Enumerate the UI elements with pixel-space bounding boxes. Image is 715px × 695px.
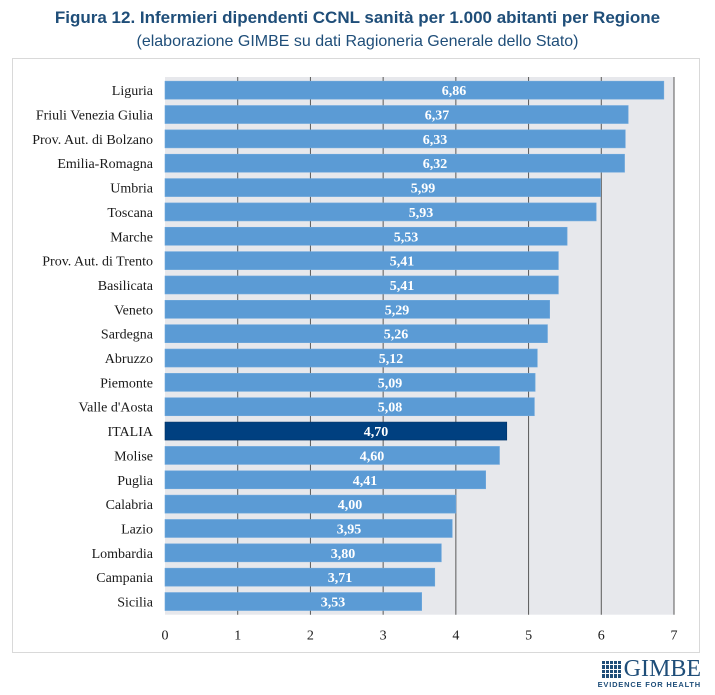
data-label: 5,12 xyxy=(379,352,404,367)
logo-name: GIMBE xyxy=(623,656,701,682)
bar-marche xyxy=(164,226,568,246)
data-label: 5,93 xyxy=(409,206,434,221)
category-label: Liguria xyxy=(112,84,154,99)
x-tick-label: 1 xyxy=(234,629,241,644)
category-label: Marche xyxy=(110,230,153,245)
data-label: 5,99 xyxy=(411,182,436,197)
category-label: Veneto xyxy=(114,303,153,318)
category-label: ITALIA xyxy=(107,425,153,440)
data-label: 5,29 xyxy=(385,303,410,318)
gimbe-logo: GIMBE EVIDENCE FOR HEALTH xyxy=(597,656,701,689)
category-label: Molise xyxy=(114,449,153,464)
chart-frame xyxy=(12,58,700,653)
category-label: Lazio xyxy=(121,522,153,537)
data-label: 5,09 xyxy=(378,376,403,391)
category-label: Valle d'Aosta xyxy=(79,401,154,416)
bar-sicilia xyxy=(164,592,422,611)
bar-abruzzo xyxy=(164,348,538,368)
chart-subtitle: (elaborazione GIMBE su dati Ragioneria G… xyxy=(136,33,579,50)
bar-lazio xyxy=(164,519,453,538)
category-label: Emilia-Romagna xyxy=(57,157,153,172)
data-label: 6,32 xyxy=(423,157,448,172)
data-label: 5,26 xyxy=(384,328,409,343)
bar-emilia-romagna xyxy=(164,153,625,173)
x-tick-label: 4 xyxy=(452,629,459,644)
category-label: Abruzzo xyxy=(105,352,153,367)
category-label: Basilicata xyxy=(98,279,154,294)
x-tick-label: 7 xyxy=(671,629,678,644)
bar-prov-aut-di-bolzano xyxy=(164,129,626,149)
x-tick-label: 3 xyxy=(380,629,387,644)
category-label: Sardegna xyxy=(101,328,154,343)
data-label: 4,41 xyxy=(353,474,378,489)
data-label: 3,53 xyxy=(321,596,346,611)
bar-campania xyxy=(164,567,436,587)
bar-veneto xyxy=(164,300,550,319)
data-label: 5,41 xyxy=(390,279,415,294)
x-tick-label: 5 xyxy=(525,629,532,644)
x-tick-label: 0 xyxy=(162,629,169,644)
data-label: 4,00 xyxy=(338,498,363,513)
data-label: 5,53 xyxy=(394,230,419,245)
data-label: 3,71 xyxy=(328,571,353,586)
category-label: Sicilia xyxy=(117,596,154,611)
x-tick-label: 2 xyxy=(307,629,314,644)
bar-sardegna xyxy=(164,324,548,343)
data-label: 6,86 xyxy=(442,84,467,99)
bar-lombardia xyxy=(164,543,442,563)
bar-friuli-venezia-giulia xyxy=(164,105,629,124)
chart-title: Figura 12. Infermieri dipendenti CCNL sa… xyxy=(54,8,661,27)
category-label: Campania xyxy=(96,571,154,586)
data-label: 4,70 xyxy=(364,425,389,440)
x-tick-label: 6 xyxy=(598,629,605,644)
bar-puglia xyxy=(164,470,486,490)
data-label: 3,80 xyxy=(331,547,356,562)
category-label: Calabria xyxy=(106,498,154,513)
bar-toscana xyxy=(164,202,597,222)
logo-tagline: EVIDENCE FOR HEALTH xyxy=(597,680,701,689)
bar-italia xyxy=(164,421,508,441)
category-label: Piemonte xyxy=(100,376,153,391)
category-label: Umbria xyxy=(110,182,154,197)
bar-liguria xyxy=(164,80,665,100)
bar-basilicata xyxy=(164,275,559,295)
data-label: 5,41 xyxy=(390,255,415,270)
category-label: Prov. Aut. di Bolzano xyxy=(32,133,153,148)
bar-valle-d-aosta xyxy=(164,397,535,417)
bar-piemonte xyxy=(164,373,536,392)
bar-umbria xyxy=(164,178,601,197)
data-label: 5,08 xyxy=(378,401,403,416)
data-label: 3,95 xyxy=(337,522,362,537)
grid-logo-icon xyxy=(601,660,621,678)
category-label: Puglia xyxy=(117,474,154,489)
bar-prov-aut-di-trento xyxy=(164,251,559,270)
category-label: Prov. Aut. di Trento xyxy=(42,255,153,270)
category-label: Toscana xyxy=(107,206,153,221)
data-label: 6,33 xyxy=(423,133,448,148)
data-label: 4,60 xyxy=(360,449,385,464)
category-label: Lombardia xyxy=(92,547,154,562)
category-label: Friuli Venezia Giulia xyxy=(36,109,154,124)
bar-calabria xyxy=(164,494,457,514)
bar-molise xyxy=(164,446,500,465)
data-label: 6,37 xyxy=(425,109,450,124)
